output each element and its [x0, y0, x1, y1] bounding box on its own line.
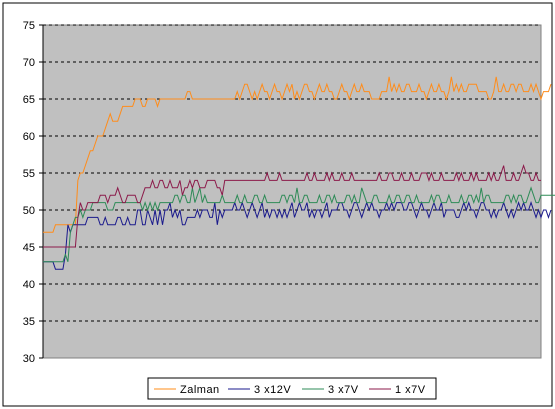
y-tick-label: 45: [23, 242, 35, 254]
y-tick-label: 40: [23, 279, 35, 291]
y-tick-label: 65: [23, 94, 35, 106]
y-tick-label: 50: [23, 205, 35, 217]
y-axis: 30 35 40 45 50 55 60 65 70 75: [23, 20, 44, 365]
y-tick-label: 35: [23, 316, 35, 328]
series-line-2: [43, 186, 555, 263]
y-tick-label: 75: [23, 20, 35, 32]
series-line-3: [43, 164, 541, 248]
y-tick-label: 70: [23, 57, 35, 69]
legend-label-3: 1 x7V: [395, 384, 426, 396]
series-line-0: [43, 76, 552, 233]
legend-box: [147, 377, 437, 400]
y-tick-label: 30: [23, 353, 35, 365]
legend: Zalman 3 x12V 3 x7V 1 x7V: [147, 377, 437, 400]
legend-label-1: 3 x12V: [254, 384, 291, 396]
y-tick-label: 60: [23, 131, 35, 143]
series-line-1: [43, 201, 552, 270]
legend-label-2: 3 x7V: [328, 384, 359, 396]
gridlines: [43, 24, 541, 322]
series-lines: [43, 76, 555, 270]
y-tick-label: 55: [23, 168, 35, 180]
plot-area: [42, 24, 542, 359]
legend-label-0: Zalman: [180, 384, 220, 396]
